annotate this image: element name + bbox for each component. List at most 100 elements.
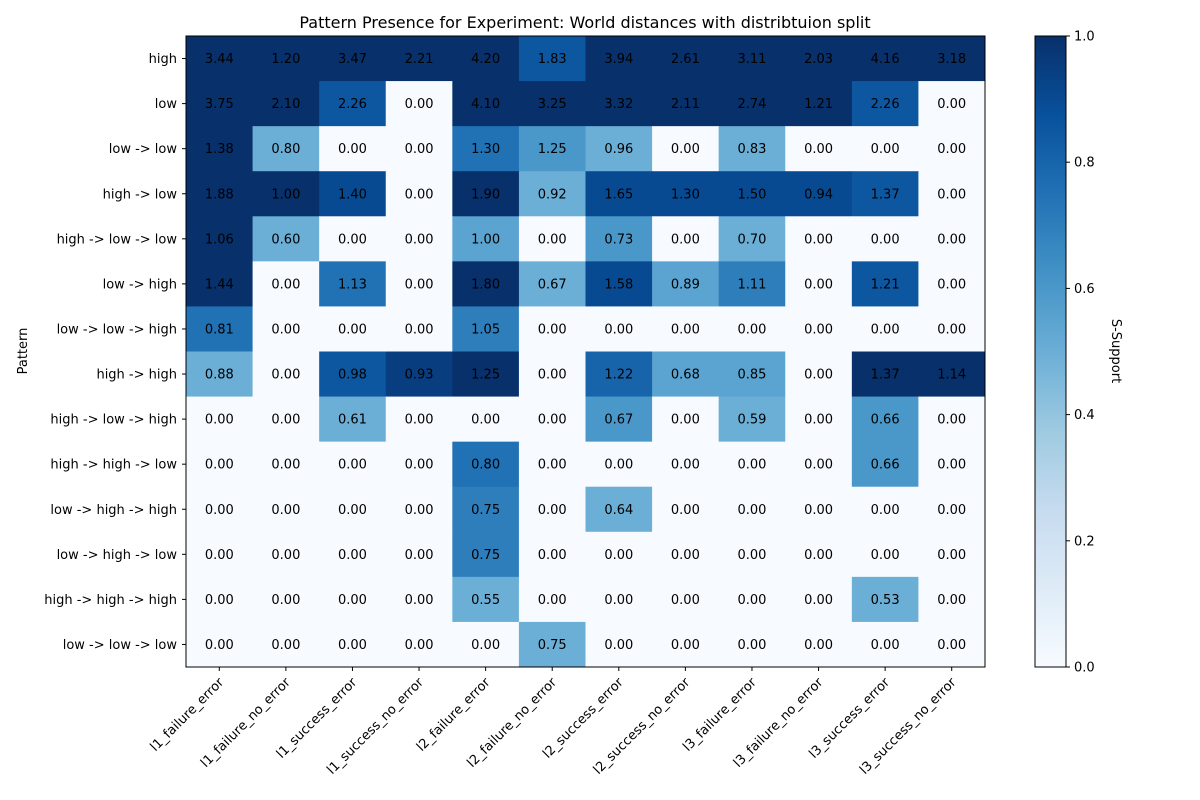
cell-value-label: 0.53	[871, 593, 900, 608]
heatmap-cell	[385, 261, 453, 307]
cell-value-label: 0.00	[937, 548, 966, 563]
heatmap-cell	[319, 576, 387, 623]
heatmap-cell	[518, 261, 586, 307]
cell-value-label: 0.00	[538, 368, 567, 383]
heatmap-cell	[918, 486, 986, 533]
heatmap-cell	[452, 261, 520, 307]
heatmap-cell	[718, 306, 786, 352]
cell-value-label: 0.00	[937, 142, 966, 157]
cell-value-label: 0.00	[538, 458, 567, 473]
cell-value-label: 1.80	[471, 277, 500, 292]
heatmap-cell	[385, 126, 453, 172]
cell-value-label: 0.00	[804, 413, 833, 428]
cell-value-label: 1.58	[604, 277, 633, 292]
cell-value-label: 0.00	[937, 232, 966, 247]
cell-value-label: 1.14	[937, 368, 966, 383]
cell-value-label: 0.00	[338, 503, 367, 518]
heatmap-cell	[518, 486, 586, 533]
cell-value-label: 1.20	[271, 52, 300, 67]
cell-value-label: 0.75	[471, 503, 500, 518]
heatmap-cell	[918, 81, 986, 127]
cell-value-label: 0.00	[671, 593, 700, 608]
heatmap-cell	[385, 351, 453, 398]
heatmap-cell	[186, 396, 254, 443]
cell-value-label: 0.66	[871, 458, 900, 473]
heatmap-cell	[918, 261, 986, 307]
heatmap-cell	[918, 351, 986, 398]
cell-value-label: 0.00	[471, 413, 500, 428]
heatmap-cell	[585, 261, 653, 307]
cell-value-label: 0.75	[471, 548, 500, 563]
cell-value-label: 2.74	[737, 97, 766, 112]
heatmap-cell	[252, 486, 320, 533]
cell-value-label: 0.00	[871, 142, 900, 157]
cell-value-label: 0.00	[737, 638, 766, 653]
cell-value-label: 0.00	[737, 458, 766, 473]
heatmap-cell	[851, 621, 919, 668]
heatmap-cell	[518, 36, 586, 82]
heatmap-cell	[518, 171, 586, 217]
heatmap-value-labels: 3.44 1.20 3.47 2.21 4.20 1.83 3.94 2.61 3.11 2.03…	[205, 52, 966, 653]
cell-value-label: 0.00	[804, 548, 833, 563]
heatmap-cell	[918, 396, 986, 443]
cell-value-label: 2.26	[338, 97, 367, 112]
y-tick-label: low	[155, 97, 178, 112]
cell-value-label: 1.38	[205, 142, 234, 157]
cell-value-label: 0.00	[405, 413, 434, 428]
heatmap-cell	[652, 216, 720, 262]
cell-value-label: 0.66	[871, 413, 900, 428]
y-tick-label: low -> high	[103, 277, 177, 292]
heatmap-cell	[252, 306, 320, 352]
cell-value-label: 0.00	[405, 458, 434, 473]
heatmap-cell	[652, 81, 720, 127]
cell-value-label: 0.00	[937, 638, 966, 653]
colorbar-tick-label: 0.6	[1074, 282, 1095, 297]
heatmap-cells	[186, 36, 986, 668]
cell-value-label: 4.10	[471, 97, 500, 112]
cell-value-label: 0.00	[671, 548, 700, 563]
cell-value-label: 0.80	[271, 142, 300, 157]
heatmap-cell	[918, 126, 986, 172]
y-tick-label: high	[149, 52, 177, 67]
heatmap-cell	[452, 306, 520, 352]
cell-value-label: 1.21	[804, 97, 833, 112]
cell-value-label: 2.26	[871, 97, 900, 112]
cell-value-label: 0.00	[405, 548, 434, 563]
y-axis-ticks: high low low -> low high -> low high -> low …	[44, 52, 186, 653]
cell-value-label: 1.06	[205, 232, 234, 247]
heatmap-cell	[785, 486, 853, 533]
cell-value-label: 0.00	[737, 503, 766, 518]
cell-value-label: 4.20	[471, 52, 500, 67]
heatmap-cell	[452, 621, 520, 668]
heatmap-cell	[518, 306, 586, 352]
heatmap-cell	[585, 576, 653, 623]
cell-value-label: 0.00	[937, 458, 966, 473]
cell-value-label: 1.05	[471, 322, 500, 337]
heatmap-cell	[918, 441, 986, 488]
heatmap-cell	[718, 621, 786, 668]
heatmap-cell	[652, 396, 720, 443]
heatmap-cell	[319, 396, 387, 443]
cell-value-label: 0.00	[804, 277, 833, 292]
cell-value-label: 0.00	[804, 142, 833, 157]
cell-value-label: 1.65	[604, 187, 633, 202]
heatmap-cell	[918, 216, 986, 262]
cell-value-label: 0.00	[271, 503, 300, 518]
cell-value-label: 2.11	[671, 97, 700, 112]
cell-value-label: 2.21	[405, 52, 434, 67]
heatmap-cell	[319, 531, 387, 578]
heatmap-cell	[319, 441, 387, 488]
cell-value-label: 0.61	[338, 413, 367, 428]
cell-value-label: 0.00	[271, 322, 300, 337]
cell-value-label: 0.64	[604, 503, 633, 518]
cell-value-label: 0.00	[338, 638, 367, 653]
cell-value-label: 0.00	[871, 232, 900, 247]
cell-value-label: 0.83	[737, 142, 766, 157]
cell-value-label: 0.00	[871, 638, 900, 653]
cell-value-label: 0.00	[338, 548, 367, 563]
cell-value-label: 0.00	[804, 368, 833, 383]
heatmap-cell	[385, 486, 453, 533]
cell-value-label: 0.00	[937, 322, 966, 337]
heatmap-cell	[851, 531, 919, 578]
heatmap-cell	[252, 576, 320, 623]
